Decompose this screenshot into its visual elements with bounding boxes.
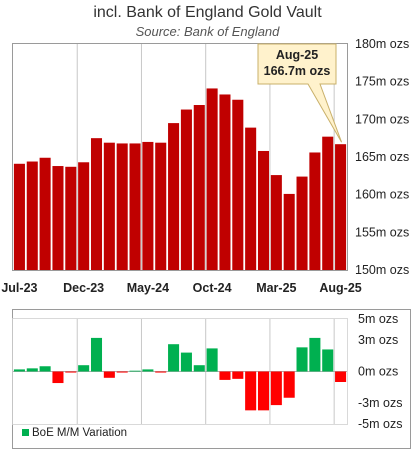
variation-bar-nov-23	[65, 371, 77, 373]
variation-y-tick-label: 5m ozs	[358, 312, 398, 326]
variation-bar-feb-25	[257, 371, 270, 411]
bar-jul-25	[322, 136, 334, 270]
bar-sep-24	[193, 105, 205, 271]
variation-y-tick-label: -3m ozs	[358, 396, 402, 410]
variation-bar-jun-25	[309, 337, 321, 372]
x-tick-label: Oct-24	[193, 281, 232, 295]
callout-box	[257, 43, 343, 143]
legend-label: BoE M/M Variation	[32, 427, 127, 439]
variation-bar-aug-23	[26, 368, 38, 372]
bar-dec-23	[78, 162, 90, 270]
x-tick-label: May-24	[127, 281, 169, 295]
x-tick-label: Mar-25	[256, 281, 296, 295]
variation-bar-feb-24	[103, 371, 115, 378]
bar-jul-24	[168, 123, 180, 270]
variation-bar-oct-24	[206, 348, 218, 372]
variation-y-tick-label: -5m ozs	[358, 417, 402, 431]
legend: BoE M/M Variation	[22, 427, 127, 439]
variation-bar-jan-25	[245, 371, 257, 411]
bar-dec-24	[232, 99, 244, 270]
bar-aug-24	[180, 109, 192, 270]
variation-bar-jul-25	[322, 349, 334, 372]
bar-may-25	[296, 176, 308, 270]
bar-jun-25	[309, 152, 321, 270]
variation-bar-mar-24	[116, 371, 128, 373]
bottom-plot-frame	[12, 318, 348, 425]
x-tick-label: Aug-25	[319, 281, 361, 295]
variation-bar-jul-23	[13, 369, 25, 372]
y-tick-label: 150m ozs	[355, 263, 409, 277]
callout-date: Aug-25	[276, 48, 318, 62]
y-tick-label: 180m ozs	[355, 37, 409, 51]
y-tick-label: 160m ozs	[355, 188, 409, 202]
variation-bar-aug-24	[180, 352, 192, 372]
bar-sep-23	[39, 157, 51, 270]
value-callout: Aug-25 166.7m ozs	[257, 43, 343, 143]
variation-bar-may-25	[296, 347, 308, 372]
bar-apr-25	[283, 193, 295, 270]
bar-jan-25	[245, 127, 257, 271]
callout-value: 166.7m ozs	[264, 64, 331, 78]
bar-oct-23	[52, 166, 64, 270]
top-panel-frame	[12, 43, 348, 271]
y-tick-label: 155m ozs	[355, 225, 409, 239]
bar-nov-24	[219, 94, 231, 271]
bar-feb-24	[103, 142, 115, 270]
bar-jul-23	[13, 163, 25, 270]
variation-y-tick-label: 3m ozs	[358, 333, 398, 347]
variation-bar-oct-23	[52, 371, 64, 384]
bar-aug-23	[26, 161, 38, 270]
y-tick-label: 165m ozs	[355, 150, 409, 164]
variation-bar-apr-25	[283, 371, 295, 398]
legend-swatch	[22, 429, 29, 436]
variation-bar-nov-24	[219, 371, 231, 380]
bar-jan-24	[90, 138, 103, 270]
y-tick-label: 175m ozs	[355, 75, 409, 89]
chart-title: incl. Bank of England Gold Vault	[93, 4, 322, 21]
bar-mar-24	[116, 143, 128, 270]
variation-bar-aug-25	[335, 371, 347, 382]
bar-nov-23	[65, 166, 77, 270]
variation-bar-jun-24	[155, 371, 167, 373]
bar-jun-24	[155, 142, 167, 270]
variation-bar-sep-24	[193, 365, 205, 372]
bar-oct-24	[206, 88, 218, 271]
variation-bar-mar-25	[270, 371, 282, 406]
variation-bar-dec-24	[232, 371, 244, 379]
variation-bar-dec-23	[78, 365, 90, 372]
bar-apr-24	[129, 143, 141, 270]
variation-y-tick-label: 0m ozs	[358, 365, 398, 379]
variation-bar-apr-24	[129, 370, 141, 372]
bar-may-24	[142, 141, 154, 270]
variation-bar-sep-23	[39, 366, 51, 372]
x-tick-label: Dec-23	[63, 281, 104, 295]
y-tick-label: 170m ozs	[355, 112, 409, 126]
chart-subtitle: Source: Bank of England	[135, 24, 280, 39]
bar-feb-25	[257, 150, 270, 270]
variation-bar-may-24	[142, 369, 154, 372]
bar-mar-25	[270, 175, 282, 270]
bar-aug-25	[335, 144, 347, 270]
variation-bar-jan-24	[90, 337, 103, 372]
variation-bar-jul-24	[168, 344, 180, 372]
x-tick-label: Jul-23	[1, 281, 37, 295]
